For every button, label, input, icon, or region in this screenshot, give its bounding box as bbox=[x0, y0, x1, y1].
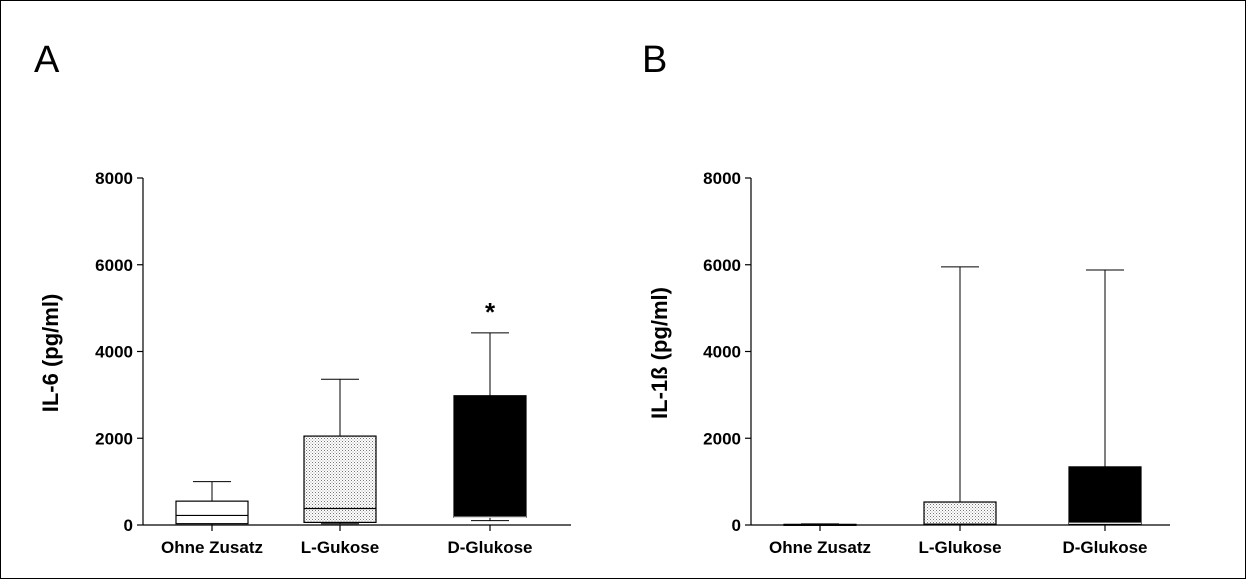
panel-letter-a: A bbox=[34, 39, 60, 81]
y-tick-label: 2000 bbox=[703, 429, 741, 448]
y-axis-title-a: IL-6 (pg/ml) bbox=[38, 294, 63, 413]
y-axis-title-b: IL-1ß (pg/ml) bbox=[647, 287, 672, 419]
x-category-label: L-Gukose bbox=[301, 538, 379, 557]
y-tick-label: 2000 bbox=[95, 429, 133, 448]
box bbox=[453, 395, 527, 518]
y-tick-label: 4000 bbox=[703, 343, 741, 362]
box bbox=[1068, 466, 1142, 525]
y-tick-label: 6000 bbox=[703, 256, 741, 275]
y-tick-label: 0 bbox=[124, 516, 133, 535]
box bbox=[175, 500, 249, 525]
panel-b: B IL-1ß (pg/ml) 0 2000 4000 6000 8000 Ohne Zu… bbox=[642, 39, 1170, 557]
panel-a: A IL-6 (pg/ml) 0 2000 4000 6000 8000 Ohne Zus… bbox=[34, 39, 571, 557]
x-category-label: D-Glukose bbox=[1062, 538, 1147, 557]
significance-marker: * bbox=[485, 297, 496, 327]
x-category-label: Ohne Zusatz bbox=[769, 538, 871, 557]
y-tick-label: 8000 bbox=[95, 169, 133, 188]
y-tick-label: 0 bbox=[732, 516, 741, 535]
x-category-label: Ohne Zusatz bbox=[161, 538, 263, 557]
box bbox=[923, 501, 997, 526]
box bbox=[303, 435, 377, 523]
plot-b: 0 2000 4000 6000 8000 Ohne Zusatz L-Glukose D-G… bbox=[703, 169, 1170, 557]
x-category-label: L-Glukose bbox=[918, 538, 1001, 557]
plot-a: 0 2000 4000 6000 8000 Ohne Zusatz L-Gukose D-Gl… bbox=[95, 169, 571, 557]
y-tick-label: 8000 bbox=[703, 169, 741, 188]
y-tick-label: 6000 bbox=[95, 256, 133, 275]
y-tick-label: 4000 bbox=[95, 343, 133, 362]
panel-letter-b: B bbox=[642, 39, 667, 81]
x-category-label: D-Glukose bbox=[447, 538, 532, 557]
